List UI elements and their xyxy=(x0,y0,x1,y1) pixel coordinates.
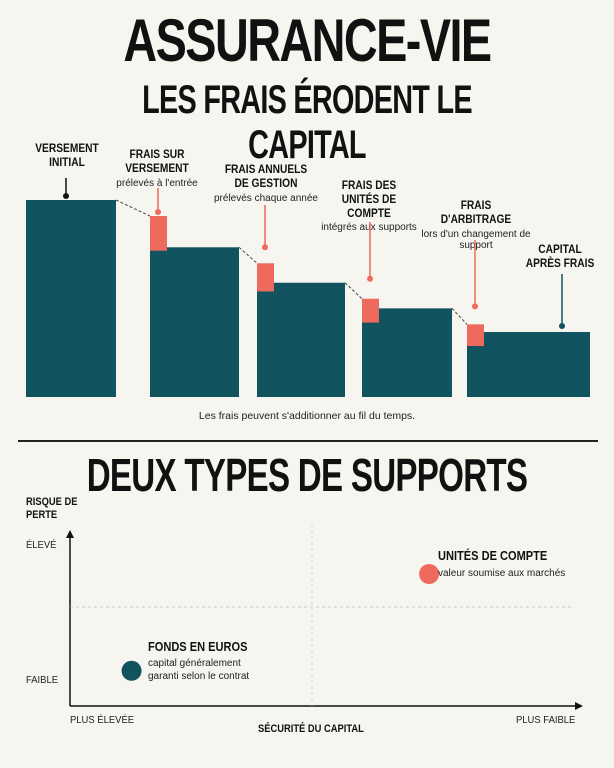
step-desc: intégrés aux supports xyxy=(321,222,417,234)
pointer-final-dot xyxy=(559,322,565,329)
step-title: FRAIS D'ARBITRAGE xyxy=(440,198,512,226)
pointer-fee-0-dot xyxy=(155,209,161,215)
x-tick-right: PLUS FAIBLE xyxy=(516,714,576,726)
pointer-initial-dot xyxy=(63,193,69,199)
step-title: FRAIS ANNUELS DE GESTION xyxy=(224,162,308,190)
section-divider xyxy=(18,440,598,442)
fee-block-1 xyxy=(257,263,274,292)
step-label-fee-gestion: FRAIS ANNUELS DE GESTION prélevés chaque… xyxy=(210,162,322,204)
chart-caption: Les frais peuvent s'additionner au fil d… xyxy=(198,410,416,422)
fee-block-0 xyxy=(150,216,167,251)
bar-3 xyxy=(362,308,452,397)
bar-1 xyxy=(150,247,239,397)
step-label-initial: VERSEMENT INITIAL xyxy=(20,141,114,170)
point-desc-unites-compte: valeur soumise aux marchés xyxy=(438,568,566,579)
x-axis-arrow xyxy=(575,702,583,710)
fees-waterfall-chart xyxy=(26,178,590,397)
point-label-unites-compte: UNITÉS DE COMPTE xyxy=(438,548,548,563)
fee-block-2 xyxy=(362,298,379,323)
step-label-fee-uc: FRAIS DES UNITÉS DE COMPTE intégrés aux … xyxy=(314,178,424,234)
y-tick-low: FAIBLE xyxy=(26,674,59,686)
section-title: DEUX TYPES DE SUPPORTS xyxy=(86,449,528,501)
y-axis-arrow xyxy=(66,530,74,538)
pointer-fee-2-dot xyxy=(367,275,373,282)
y-axis-label: RISQUE DE PERTE xyxy=(26,496,78,522)
x-tick-left: PLUS ÉLEVÉE xyxy=(70,714,135,726)
step-label-fee-versement: FRAIS SUR VERSEMENT prélevés à l'entrée xyxy=(104,147,210,189)
step-title: FRAIS DES UNITÉS DE COMPTE xyxy=(341,178,397,220)
step-desc: lors d'un changement de support xyxy=(421,228,531,252)
point-label-fonds-euros: FONDS EN EUROS xyxy=(148,639,248,654)
point-0 xyxy=(121,660,142,681)
point-desc-fonds-euros: capital généralement garanti selon le co… xyxy=(148,658,250,682)
step-label-final: CAPITAL APRÈS FRAIS xyxy=(518,242,602,271)
fee-connector xyxy=(451,308,468,325)
fee-connector xyxy=(238,246,258,264)
y-tick-high: ÉLEVÉ xyxy=(26,539,57,551)
page-title: ASSURANCE-VIE xyxy=(123,7,492,74)
page-subtitle: LES FRAIS ÉRODENT LE CAPITAL xyxy=(142,78,472,167)
step-title: VERSEMENT INITIAL xyxy=(35,141,99,169)
bar-4 xyxy=(467,331,590,397)
bar-2 xyxy=(257,282,345,397)
point-1 xyxy=(419,564,440,584)
step-title: FRAIS SUR VERSEMENT xyxy=(125,147,189,175)
fee-block-3 xyxy=(467,324,484,347)
fee-connector xyxy=(344,282,363,300)
step-title: CAPITAL APRÈS FRAIS xyxy=(525,242,595,270)
step-desc: prélevés chaque année xyxy=(214,192,318,204)
step-desc: prélevés à l'entrée xyxy=(116,177,198,189)
fee-connector xyxy=(115,199,151,217)
bar-0 xyxy=(26,200,116,397)
x-axis-label: SÉCURITÉ DU CAPITAL xyxy=(258,723,364,735)
pointer-fee-1-dot xyxy=(262,244,268,251)
step-label-fee-arbitrage: FRAIS D'ARBITRAGE lors d'un changement d… xyxy=(418,198,534,252)
pointer-fee-3-dot xyxy=(472,303,478,310)
